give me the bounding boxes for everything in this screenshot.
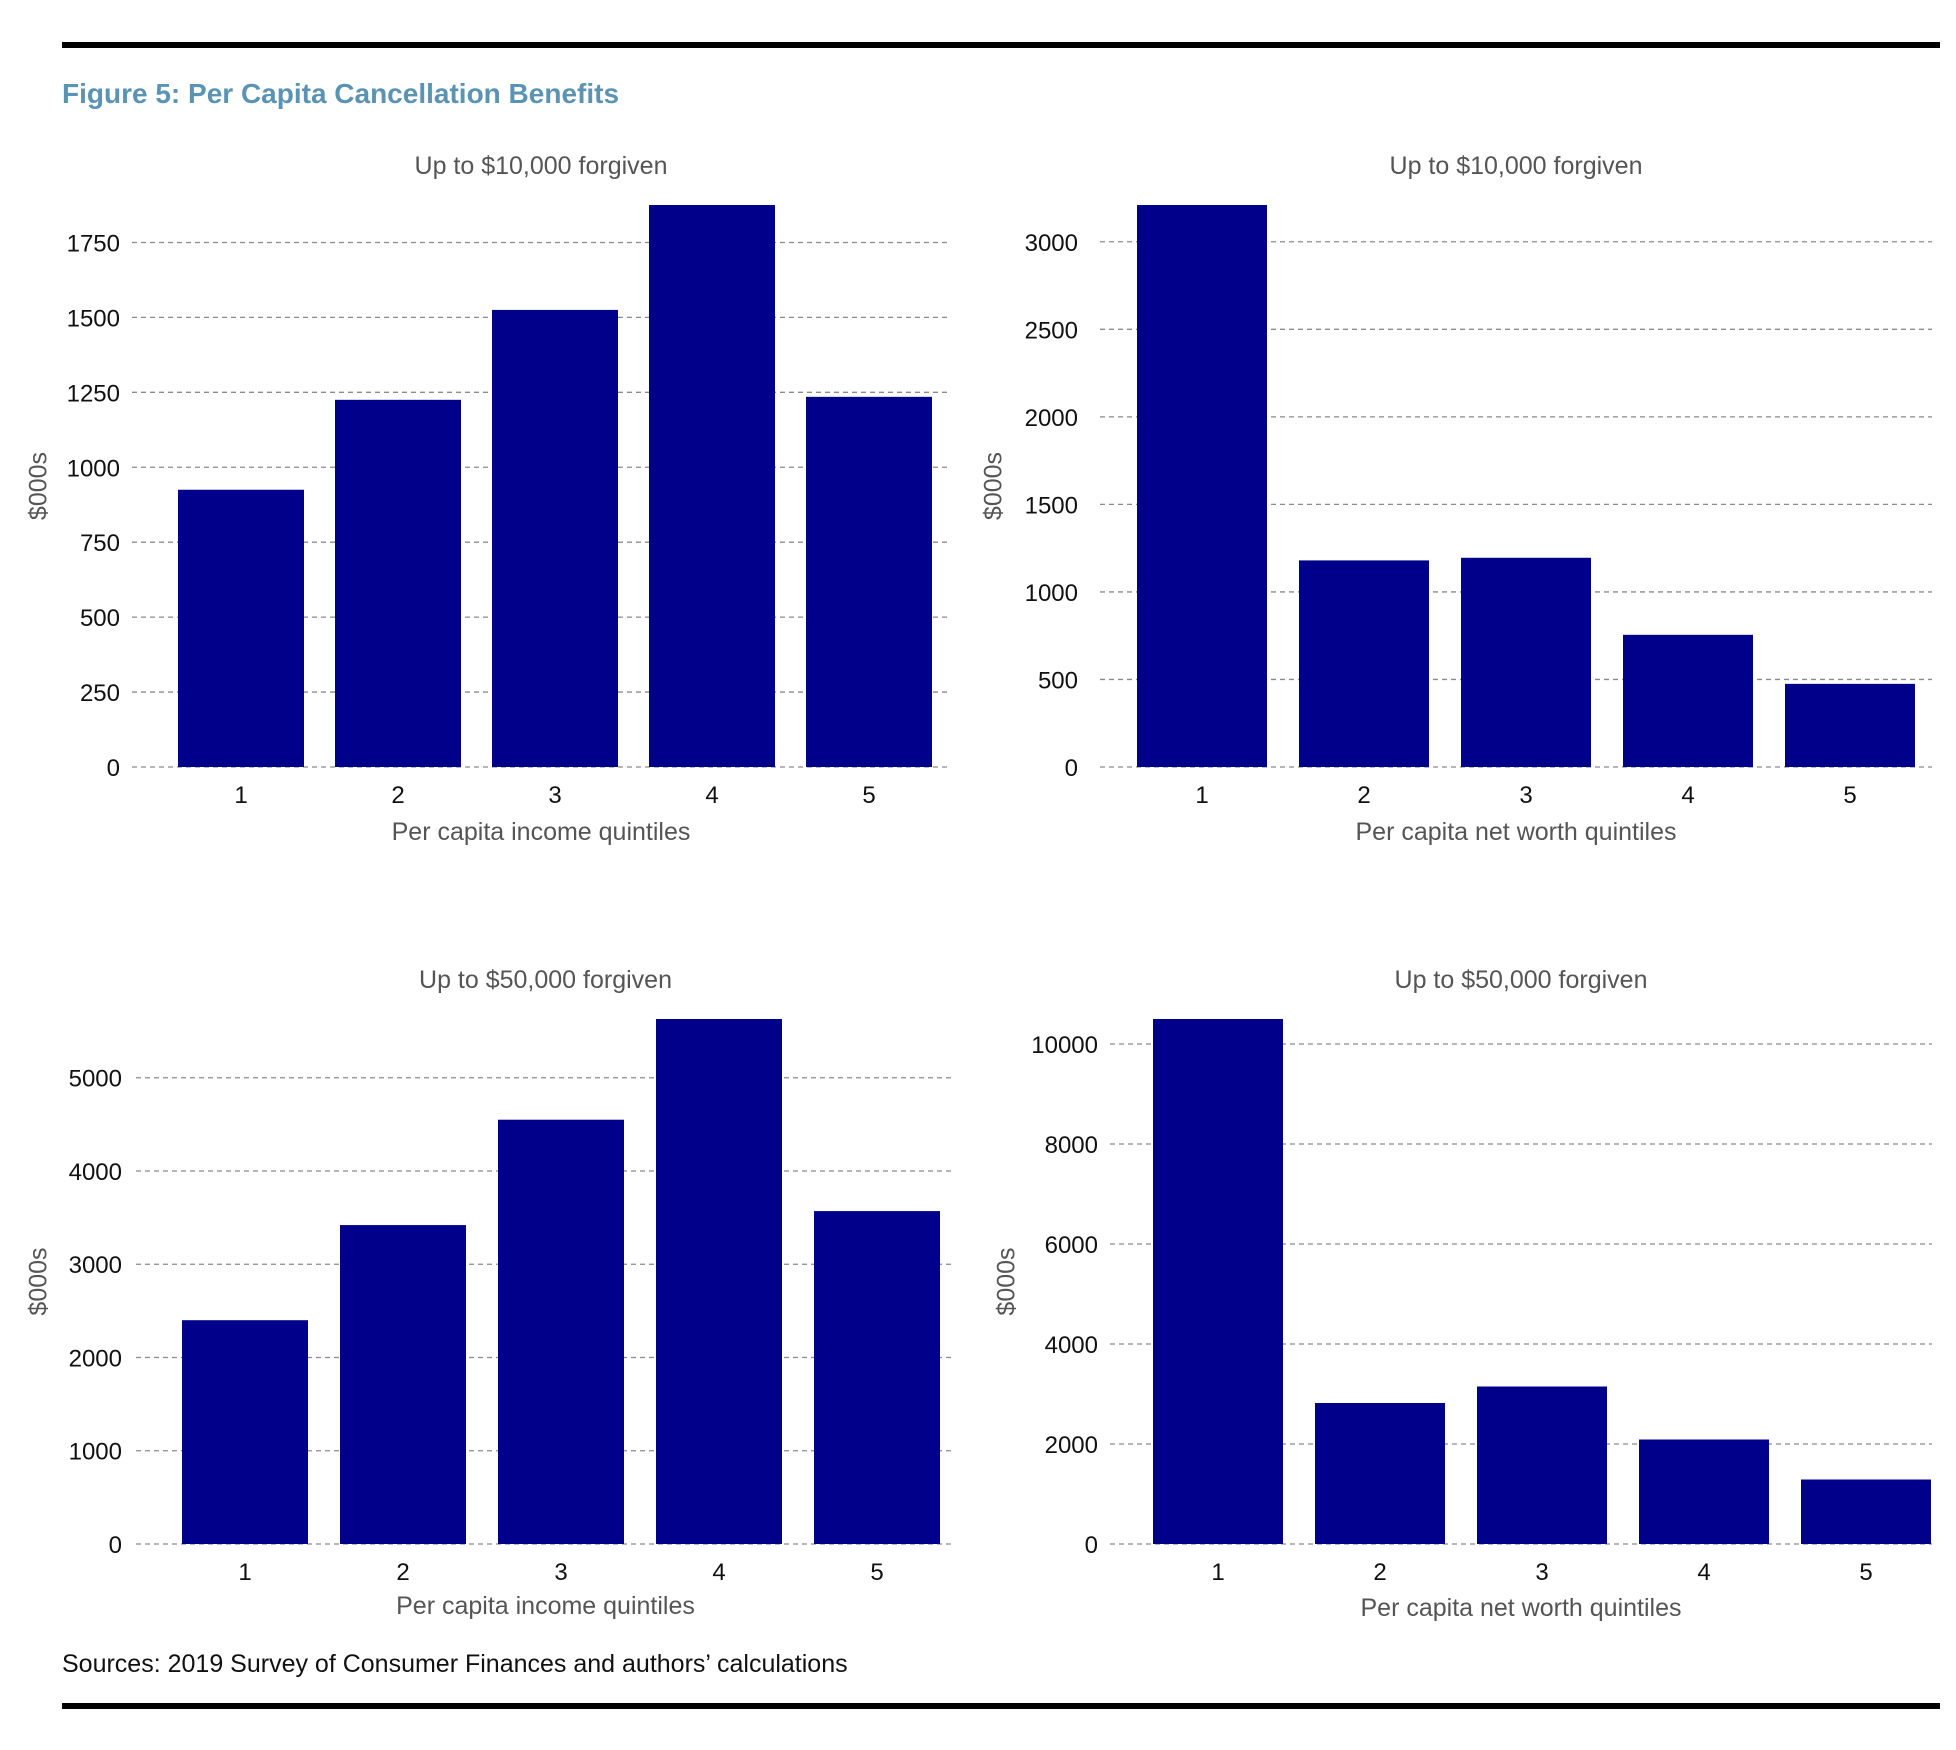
chart-2-y-tick-label: 2500 (1025, 317, 1078, 344)
chart-4-y-tick-label: 2000 (1045, 1432, 1098, 1459)
chart-4-bar (1315, 1403, 1445, 1544)
chart-2-bar (1461, 557, 1591, 767)
chart-4-bar (1801, 1479, 1931, 1544)
chart-3-x-axis-label: Per capita income quintiles (396, 1592, 695, 1620)
chart-1-x-tick-label: 1 (234, 782, 247, 809)
chart-4-x-tick-label: 1 (1211, 1559, 1224, 1586)
chart-4-y-tick-label: 0 (1085, 1532, 1098, 1559)
chart-3-y-tick-label: 0 (109, 1532, 122, 1559)
chart-1-y-tick-label: 0 (107, 755, 120, 782)
chart-4-y-tick-label: 10000 (1031, 1032, 1098, 1059)
chart-3-title: Up to $50,000 forgiven (419, 966, 672, 994)
chart-2-y-tick-label: 1500 (1025, 492, 1078, 519)
figure-title: Figure 5: Per Capita Cancellation Benefi… (62, 78, 620, 109)
chart-2-y-tick-label: 1000 (1025, 580, 1078, 607)
chart-2-x-tick-label: 3 (1519, 782, 1532, 809)
chart-4-bar (1639, 1439, 1769, 1544)
chart-3-y-tick-label: 2000 (69, 1345, 122, 1372)
chart-2-x-axis-label: Per capita net worth quintiles (1355, 818, 1676, 846)
chart-3-y-axis-label: $000s (25, 1247, 53, 1315)
chart-1-y-tick-label: 500 (80, 605, 120, 632)
chart-2-x-tick-label: 2 (1357, 782, 1370, 809)
chart-2-x-tick-label: 1 (1195, 782, 1208, 809)
chart-3-x-tick-label: 4 (712, 1559, 725, 1586)
chart-1-x-tick-label: 2 (391, 782, 404, 809)
chart-1-bar (649, 205, 775, 767)
chart-3-bar (340, 1225, 466, 1544)
chart-2-bar (1137, 205, 1267, 767)
chart-3-x-tick-label: 3 (554, 1559, 567, 1586)
top-rule (62, 42, 1940, 48)
chart-4-bar (1477, 1386, 1607, 1544)
chart-4-y-axis-label: $000s (993, 1247, 1021, 1315)
chart-2-bar (1299, 560, 1429, 767)
chart-4-title: Up to $50,000 forgiven (1395, 966, 1648, 994)
chart-2-title: Up to $10,000 forgiven (1390, 152, 1643, 180)
chart-2-bar (1785, 683, 1915, 767)
chart-1-x-tick-label: 4 (705, 782, 718, 809)
chart-4-y-tick-label: 4000 (1045, 1332, 1098, 1359)
chart-1-y-tick-label: 1750 (67, 230, 120, 257)
chart-4-x-tick-label: 4 (1697, 1559, 1710, 1586)
chart-1-y-tick-label: 250 (80, 680, 120, 707)
chart-3-y-tick-label: 5000 (69, 1066, 122, 1093)
chart-2-y-tick-label: 0 (1065, 755, 1078, 782)
chart-2-y-tick-label: 500 (1038, 667, 1078, 694)
chart-2-x-tick-label: 5 (1843, 782, 1856, 809)
chart-2-bar (1623, 634, 1753, 767)
chart-3-y-tick-label: 3000 (69, 1252, 122, 1279)
chart-1-title: Up to $10,000 forgiven (415, 152, 668, 180)
chart-3-bar (656, 1019, 782, 1544)
chart-2-y-axis-label: $000s (980, 452, 1008, 520)
chart-4-y-tick-label: 8000 (1045, 1132, 1098, 1159)
sources-note: Sources: 2019 Survey of Consumer Finance… (62, 1650, 848, 1678)
chart-3-x-tick-label: 2 (396, 1559, 409, 1586)
chart-2-y-tick-label: 3000 (1025, 230, 1078, 257)
chart-2-y-tick-label: 2000 (1025, 405, 1078, 432)
chart-3-x-tick-label: 5 (870, 1559, 883, 1586)
chart-4-bar (1153, 1019, 1283, 1544)
chart-3-bar (814, 1211, 940, 1544)
chart-4-y-tick-label: 6000 (1045, 1232, 1098, 1259)
chart-1-y-axis-label: $000s (25, 452, 53, 520)
chart-4-x-tick-label: 5 (1859, 1559, 1872, 1586)
chart-3-y-tick-label: 4000 (69, 1159, 122, 1186)
chart-1-y-tick-label: 750 (80, 530, 120, 557)
chart-3-y-tick-label: 1000 (69, 1439, 122, 1466)
chart-3-bar (498, 1119, 624, 1544)
chart-2-x-tick-label: 4 (1681, 782, 1694, 809)
chart-1-x-tick-label: 5 (862, 782, 875, 809)
chart-1-bar (335, 399, 461, 767)
chart-1-x-tick-label: 3 (548, 782, 561, 809)
chart-1-x-axis-label: Per capita income quintiles (392, 818, 691, 846)
chart-3-bar (182, 1320, 308, 1544)
chart-1-y-tick-label: 1500 (67, 305, 120, 332)
chart-1-y-tick-label: 1000 (67, 455, 120, 482)
chart-4-x-tick-label: 3 (1535, 1559, 1548, 1586)
chart-3-x-tick-label: 1 (238, 1559, 251, 1586)
chart-1-bar (806, 396, 932, 767)
chart-1-bar (178, 489, 304, 767)
bottom-rule (62, 1703, 1940, 1709)
chart-4-x-tick-label: 2 (1373, 1559, 1386, 1586)
chart-4-x-axis-label: Per capita net worth quintiles (1360, 1594, 1681, 1622)
chart-1-y-tick-label: 1250 (67, 380, 120, 407)
chart-1-bar (492, 309, 618, 767)
